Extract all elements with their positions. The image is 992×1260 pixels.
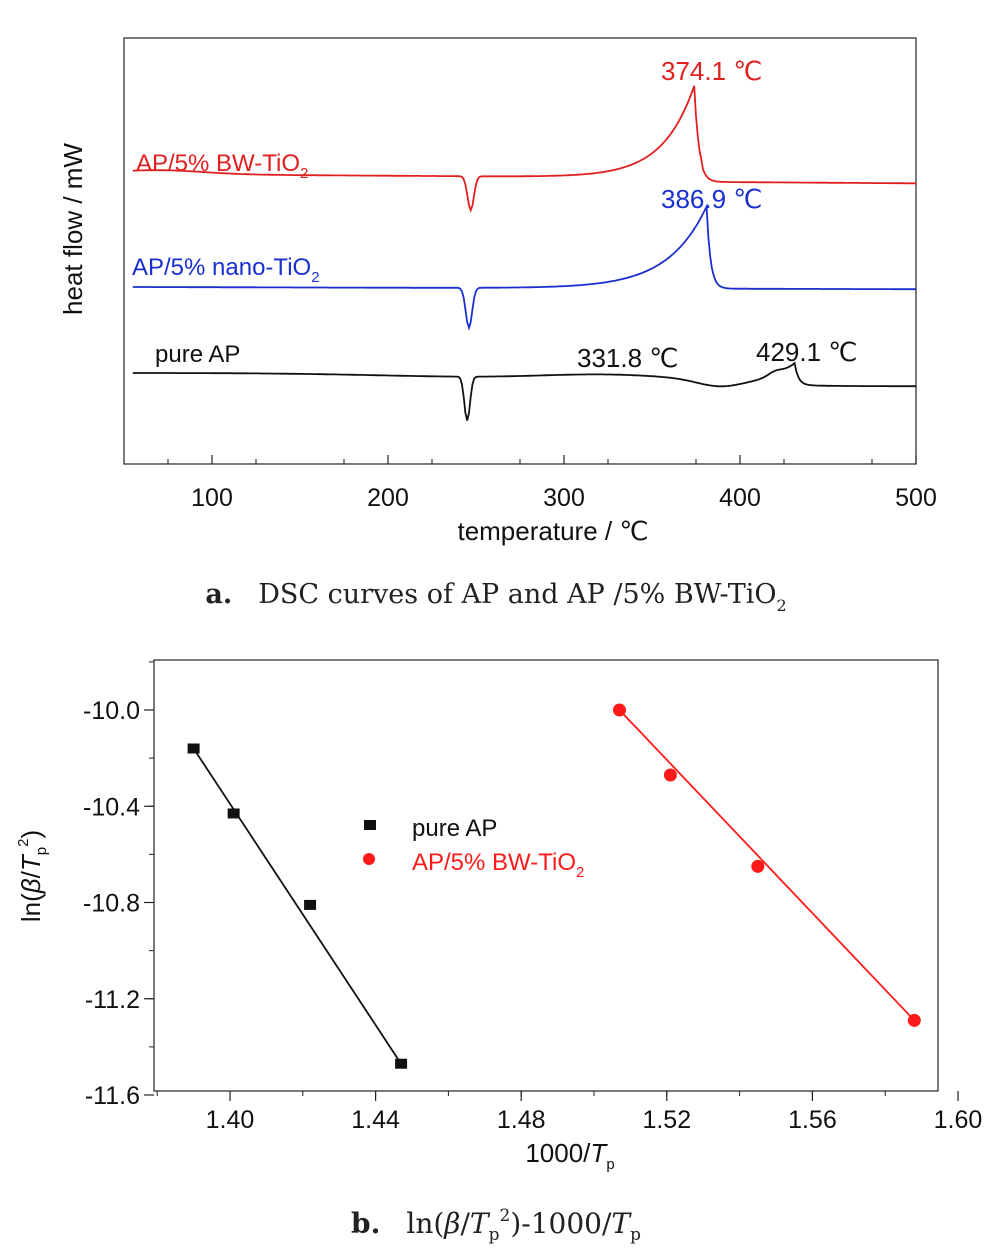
dsc-x-tick-label: 500	[895, 484, 937, 512]
kissinger-y-tick-label: -10.8	[83, 890, 140, 918]
kissinger-y-tick-label: -11.2	[85, 986, 140, 1014]
series-label-nano-tio2: AP/5% nano-TiO2	[132, 254, 320, 286]
dsc-chart: 100 200 300 400 500 heat flow / mW temperatu…	[58, 37, 937, 546]
data-point-pure-ap	[304, 899, 317, 910]
kissinger-x-tick-label: 1.60	[934, 1106, 983, 1134]
kissinger-x-tick-label: 1.44	[351, 1106, 400, 1134]
caption-b: b. ln(β/Tp2)-1000/Tp	[351, 1206, 641, 1245]
data-point-pure-ap	[187, 743, 200, 754]
series-label-bw-tio2: AP/5% BW-TiO2	[136, 150, 308, 182]
fit-line-1	[618, 709, 915, 1022]
peak-label-429: 429.1 ℃	[756, 337, 858, 367]
data-point-bw-tio2	[907, 1013, 921, 1027]
dsc-x-tick-label: 300	[543, 484, 585, 512]
dsc-curve-2	[132, 361, 916, 421]
kissinger-y-tick-label: -10.0	[83, 697, 140, 725]
series-label-pure-ap: pure AP	[155, 341, 240, 368]
data-point-pure-ap	[227, 808, 240, 819]
legend-marker-bw-tio2	[363, 853, 375, 865]
data-point-bw-tio2	[612, 703, 626, 717]
peak-label-331: 331.8 ℃	[577, 343, 679, 373]
peak-label-386: 386.9 ℃	[661, 184, 763, 214]
data-point-bw-tio2	[751, 859, 765, 873]
kissinger-plot-frame	[153, 659, 939, 1092]
dsc-x-axis: 100 200 300 400 500	[167, 455, 937, 512]
dsc-x-tick-label: 400	[719, 484, 761, 512]
dsc-x-axis-label: temperature / ℃	[457, 516, 648, 546]
kissinger-series	[187, 703, 921, 1069]
kissinger-y-tick-label: -11.6	[85, 1082, 140, 1110]
legend-marker-pure-ap	[364, 820, 376, 830]
dsc-x-tick-label: 200	[367, 484, 409, 512]
peak-label-374: 374.1 ℃	[661, 56, 763, 86]
fit-line-0	[192, 748, 402, 1065]
dsc-y-axis-label: heat flow / mW	[58, 143, 88, 315]
kissinger-x-axis-label: 1000/Tp	[525, 1138, 614, 1173]
kissinger-y-tick-label: -10.4	[83, 793, 140, 821]
data-point-pure-ap	[395, 1058, 408, 1069]
dsc-curve-0	[132, 85, 916, 213]
dsc-curve-1	[132, 203, 916, 331]
kissinger-x-tick-label: 1.48	[497, 1106, 546, 1134]
dsc-plot-frame	[123, 37, 917, 465]
dsc-x-tick-label: 100	[191, 484, 233, 512]
legend-label-pure-ap: pure AP	[412, 815, 497, 842]
kissinger-legend: pure AP AP/5% BW-TiO2	[363, 815, 584, 881]
kissinger-axes: 1.40 1.44 1.48 1.52 1.56 1.60 -10.0 -10.4 -10.8 -…	[83, 661, 983, 1134]
legend-label-bw-tio2: AP/5% BW-TiO2	[412, 849, 584, 881]
kissinger-x-tick-label: 1.56	[788, 1106, 837, 1134]
kissinger-x-tick-label: 1.40	[206, 1106, 255, 1134]
kissinger-y-axis-label: ln(β/Tp2)	[15, 830, 50, 922]
data-point-bw-tio2	[663, 768, 677, 782]
kissinger-x-tick-label: 1.52	[642, 1106, 691, 1134]
kissinger-chart: 1.40 1.44 1.48 1.52 1.56 1.60 -10.0 -10.4 -10.8 -…	[15, 659, 983, 1173]
caption-a: a. DSC curves of AP and AP /5% BW-TiO2	[205, 579, 786, 615]
dsc-curves	[132, 85, 916, 421]
